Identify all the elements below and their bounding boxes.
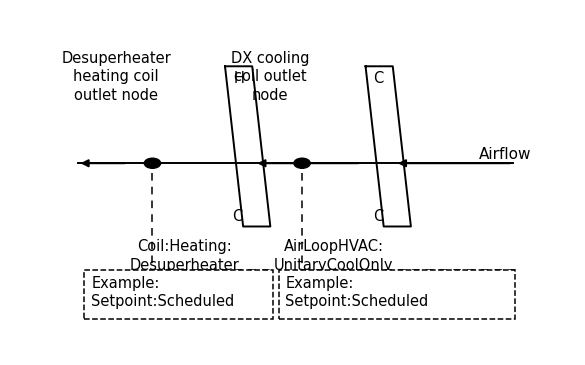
Text: C: C <box>374 72 384 87</box>
Bar <box>280 270 515 319</box>
Text: DX cooling
coil outlet
node: DX cooling coil outlet node <box>231 51 309 103</box>
Text: C: C <box>232 209 242 224</box>
Text: Coil:Heating:
Desuperheater: Coil:Heating: Desuperheater <box>129 239 239 273</box>
Text: Example:
Setpoint:Scheduled: Example: Setpoint:Scheduled <box>285 276 429 309</box>
Bar <box>84 270 273 319</box>
Text: C: C <box>373 209 383 224</box>
Circle shape <box>144 158 161 168</box>
Text: Airflow: Airflow <box>479 147 531 162</box>
Text: H: H <box>233 72 244 87</box>
Text: Desuperheater
heating coil
outlet node: Desuperheater heating coil outlet node <box>61 51 171 103</box>
Text: Example:
Setpoint:Scheduled: Example: Setpoint:Scheduled <box>91 276 235 309</box>
Circle shape <box>294 158 310 168</box>
Text: AirLoopHVAC:
UnitaryCoolOnly: AirLoopHVAC: UnitaryCoolOnly <box>274 239 394 273</box>
